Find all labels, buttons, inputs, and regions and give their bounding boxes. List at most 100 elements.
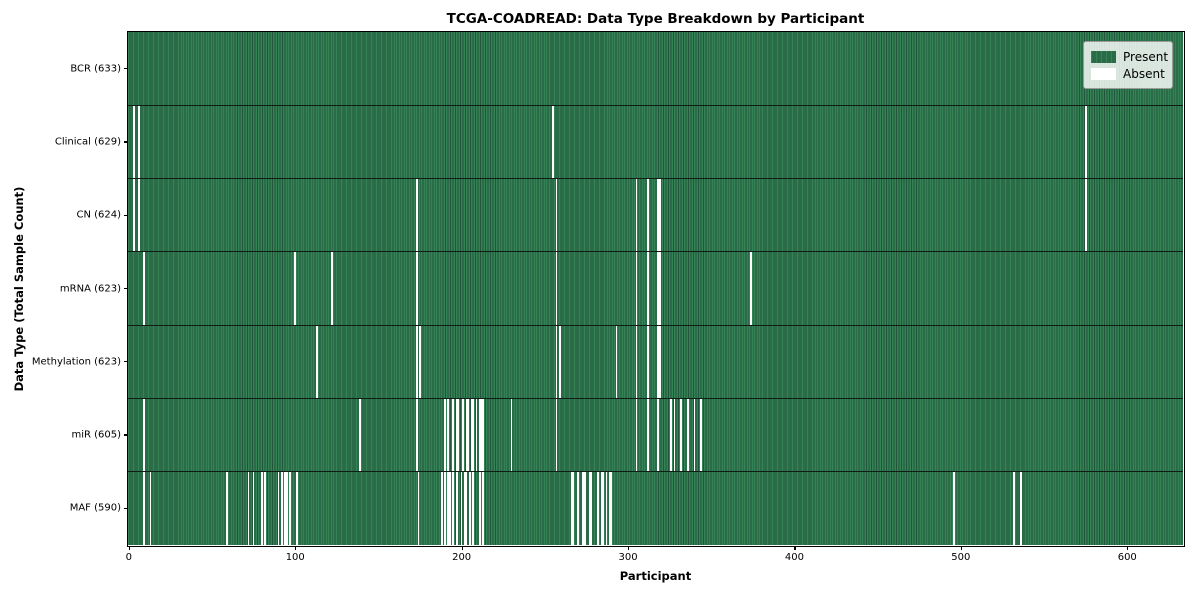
absent-stripe xyxy=(247,471,250,545)
absent-stripe xyxy=(286,471,288,545)
row-band-maf xyxy=(128,471,1183,545)
row-band-maf xyxy=(128,471,1183,545)
row-band-mrna xyxy=(128,251,1183,326)
absent-stripe xyxy=(1084,178,1087,252)
row-band-maf xyxy=(128,471,1183,545)
row-band-mir xyxy=(128,398,1183,472)
row-band-mir xyxy=(128,398,1183,472)
row-band-methylation xyxy=(128,325,1183,399)
row-band-mir xyxy=(128,398,1183,472)
xtick-label-100: 100 xyxy=(285,552,305,563)
absent-stripe xyxy=(359,398,361,472)
absent-stripe xyxy=(137,178,140,252)
row-band-maf xyxy=(128,471,1183,545)
absent-stripe xyxy=(464,471,466,545)
absent-stripe xyxy=(577,471,579,545)
row-band-maf xyxy=(128,471,1183,545)
row-band-mir xyxy=(128,398,1183,472)
absent-stripe xyxy=(226,471,228,545)
row-band-maf xyxy=(128,471,1183,545)
row-band-maf xyxy=(128,471,1183,545)
absent-stripe xyxy=(444,398,446,472)
row-band-cn xyxy=(128,178,1183,252)
absent-stripe xyxy=(558,325,561,399)
absent-stripe xyxy=(1013,471,1015,545)
row-band-mir xyxy=(128,398,1183,472)
row-band-mir xyxy=(128,398,1183,472)
xtick-mark xyxy=(794,546,796,550)
row-band-mir xyxy=(128,398,1183,472)
row-band-mir xyxy=(128,398,1183,472)
absent-stripe xyxy=(555,178,558,252)
absent-stripe xyxy=(142,398,145,472)
row-band-mrna xyxy=(128,251,1183,326)
row-band-methylation xyxy=(128,325,1183,399)
absent-stripe xyxy=(602,471,604,545)
absent-stripe xyxy=(588,471,591,545)
absent-stripe xyxy=(480,398,483,472)
row-band-maf xyxy=(128,471,1183,545)
absent-stripe xyxy=(597,471,599,545)
absent-stripe xyxy=(570,471,573,545)
legend-item-present: Present xyxy=(1091,48,1168,65)
row-band-maf xyxy=(128,471,1183,545)
absent-stripe xyxy=(289,471,292,545)
row-band-maf xyxy=(128,471,1183,545)
absent-stripe xyxy=(615,325,618,399)
row-band-mir xyxy=(128,398,1183,472)
absent-stripe xyxy=(657,178,659,252)
ytick-label-mrna: mRNA (623) xyxy=(59,283,121,294)
row-band-clinical xyxy=(128,105,1183,179)
absent-stripe xyxy=(479,398,481,472)
absent-stripe xyxy=(132,178,135,252)
absent-stripe xyxy=(687,398,689,472)
row-band-maf xyxy=(128,471,1183,545)
absent-stripe xyxy=(610,471,613,545)
absent-stripe xyxy=(635,398,638,472)
absent-stripe xyxy=(673,398,676,472)
ytick-label-methylation: Methylation (623) xyxy=(31,356,121,368)
row-separator xyxy=(128,251,1183,253)
absent-stripe xyxy=(415,325,418,399)
xtick-mark xyxy=(295,546,297,550)
row-band-maf xyxy=(128,471,1183,545)
absent-stripe xyxy=(440,471,443,545)
row-band-maf xyxy=(128,471,1183,545)
absent-stripe xyxy=(264,471,267,545)
absent-stripe xyxy=(750,251,753,326)
row-band-methylation xyxy=(128,325,1183,399)
ytick-label-maf: MAF (590) xyxy=(69,502,121,514)
absent-stripe xyxy=(142,471,145,545)
absent-stripe xyxy=(417,471,420,545)
absent-stripe xyxy=(555,398,558,472)
absent-stripe xyxy=(252,471,255,545)
xtick-mark xyxy=(628,546,630,550)
row-separator xyxy=(128,177,1183,180)
row-band-mrna xyxy=(128,251,1183,326)
row-separator xyxy=(128,471,1183,473)
absent-stripe xyxy=(455,398,458,472)
absent-stripe xyxy=(658,251,661,326)
row-band-mir xyxy=(128,398,1183,472)
absent-stripe xyxy=(447,398,450,472)
row-band-methylation xyxy=(128,325,1183,399)
ytick-label-mir: miR (605) xyxy=(71,429,121,441)
row-band-cn xyxy=(128,178,1183,252)
row-band-clinical xyxy=(128,105,1183,179)
row-band-maf xyxy=(128,471,1183,545)
row-band-mrna xyxy=(128,251,1183,326)
absent-stripe xyxy=(670,398,673,472)
absent-stripe xyxy=(462,398,465,472)
xtick-label-0: 0 xyxy=(125,552,133,563)
absent-stripe xyxy=(647,178,649,252)
absent-stripe xyxy=(482,398,485,472)
row-band-mir xyxy=(128,398,1183,472)
row-separator xyxy=(128,324,1183,326)
row-band-mrna xyxy=(128,251,1183,326)
absent-stripe xyxy=(635,325,638,399)
row-band-maf xyxy=(128,471,1183,545)
ytick-mark xyxy=(123,214,128,216)
row-separator xyxy=(128,397,1183,400)
row-band-cn xyxy=(128,178,1183,252)
